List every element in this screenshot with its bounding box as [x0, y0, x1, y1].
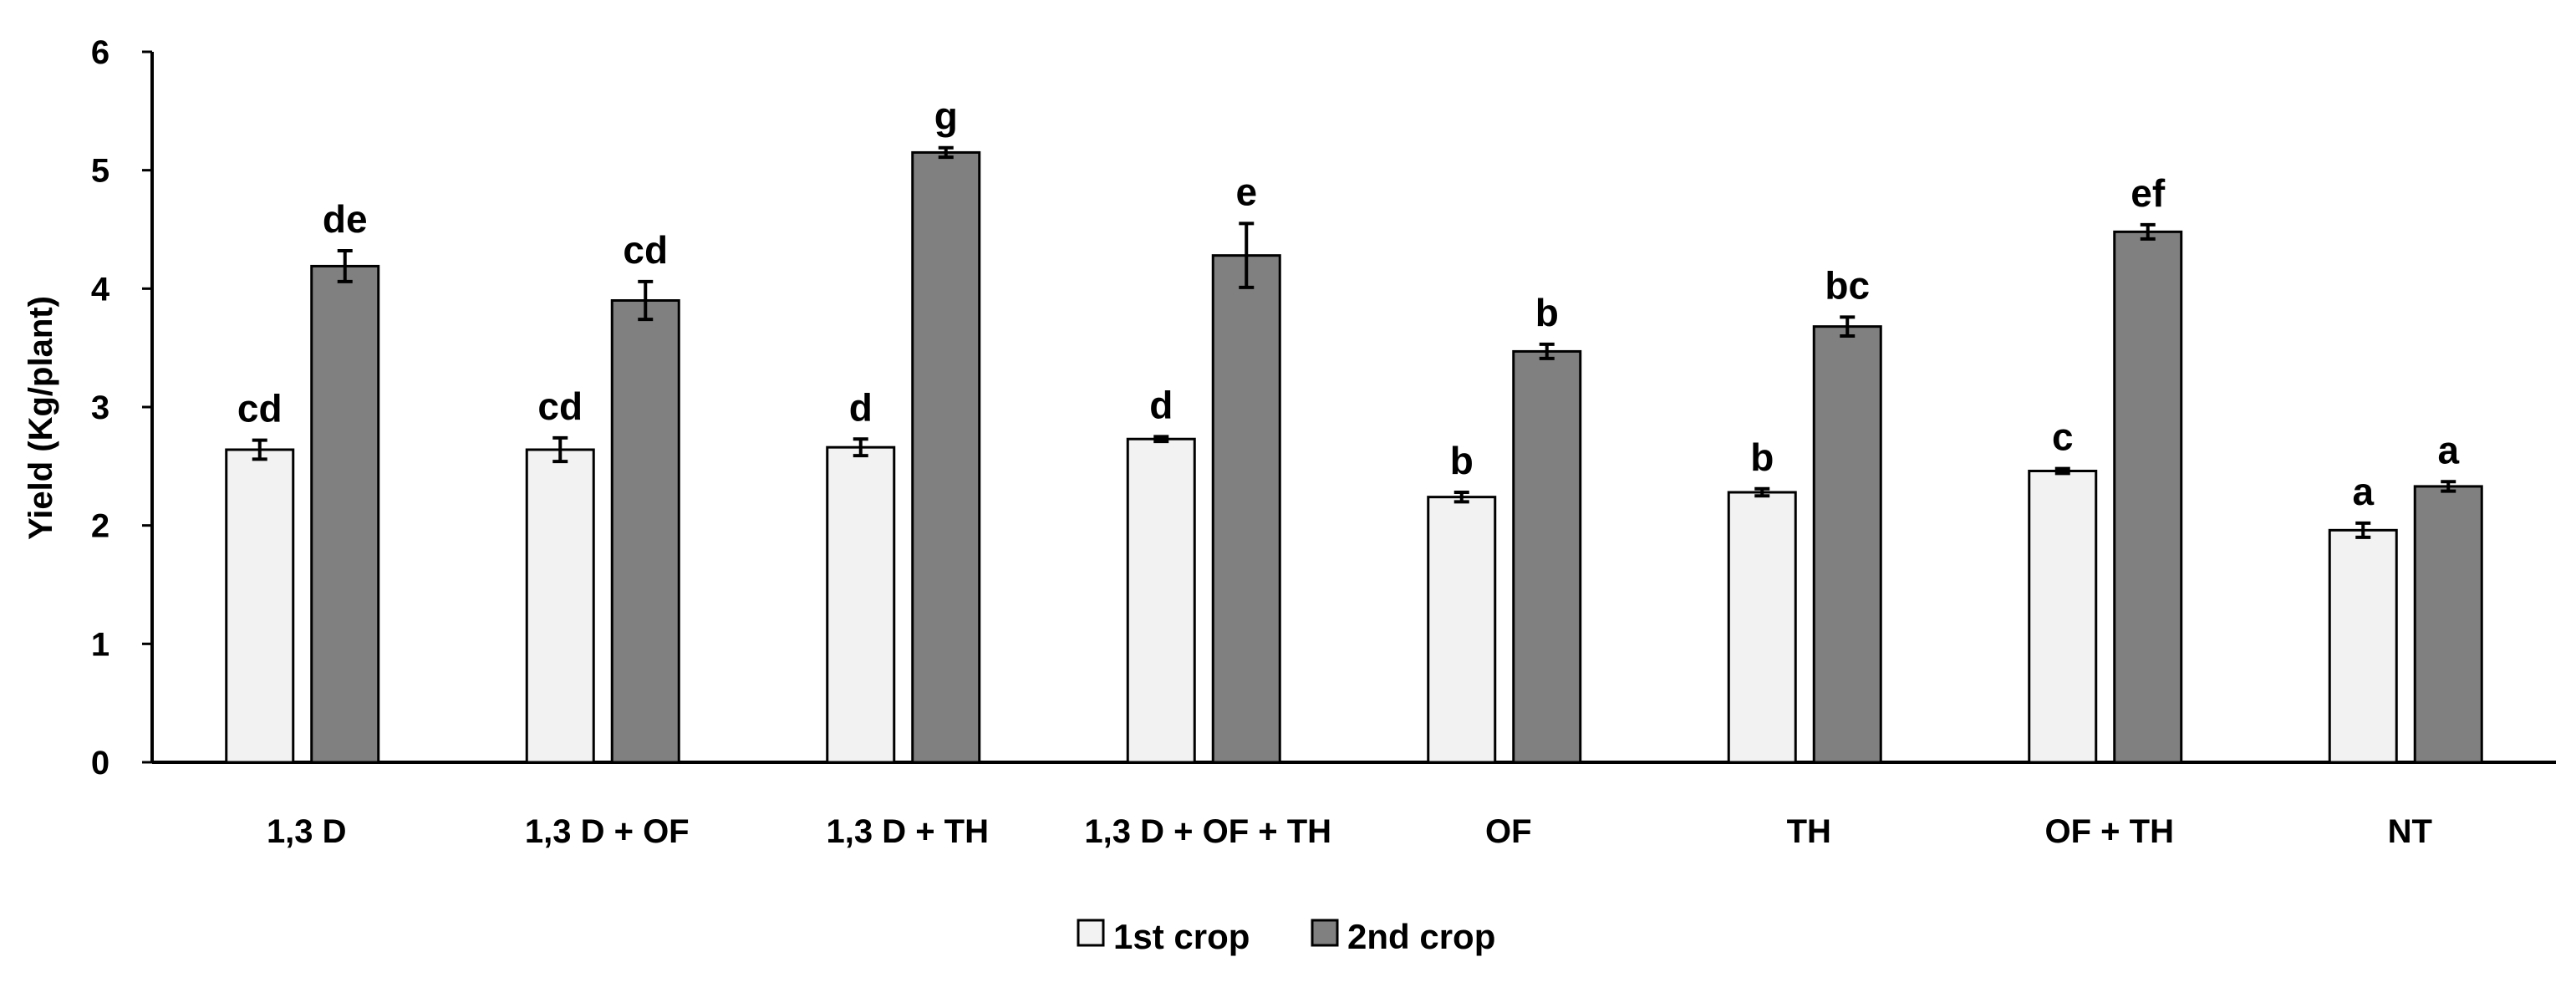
significance-label: e [1235, 170, 1257, 213]
bar-second-crop [2113, 230, 2183, 764]
legend-label: 1st crop [1113, 917, 1250, 956]
bar-second-crop [911, 150, 981, 764]
bar-first-crop [1727, 491, 1797, 764]
significance-label: d [1149, 383, 1173, 426]
significance-label: cd [623, 228, 668, 272]
bar-first-crop [1126, 437, 1196, 764]
significance-label: g [934, 94, 958, 138]
y-axis-label: Yield (Kg/plant) [23, 296, 59, 540]
significance-label: de [323, 197, 368, 241]
x-tick-label: OF + TH [2045, 813, 2174, 850]
legend: 1st crop 2nd crop [1077, 917, 1495, 956]
significance-label: c [2052, 415, 2074, 459]
bar-first-crop [826, 445, 896, 764]
significance-label: b [1535, 291, 1559, 334]
significance-label: a [2437, 428, 2459, 471]
y-tick-label: 3 [91, 389, 109, 426]
significance-label: b [1750, 435, 1774, 479]
x-tick-label: 1,3 D + TH [826, 813, 989, 850]
bar-first-crop [2028, 470, 2098, 764]
bar-first-crop [1427, 496, 1497, 764]
y-tick-label: 1 [91, 626, 109, 663]
y-tick-label: 4 [91, 271, 110, 308]
x-tick-label: NT [2388, 813, 2432, 850]
bar-second-crop [1812, 325, 1882, 764]
y-tick-label: 5 [91, 153, 109, 190]
legend-swatch [1311, 919, 1339, 947]
significance-label: a [2352, 470, 2374, 513]
x-tick-label: OF [1485, 813, 1532, 850]
bar-second-crop [1211, 254, 1281, 764]
significance-label: ef [2131, 171, 2166, 215]
bar-second-crop [2413, 485, 2483, 764]
bar-second-crop [610, 299, 680, 764]
bar-first-crop [225, 448, 295, 764]
x-tick-label: 1,3 D + OF + TH [1084, 813, 1331, 850]
legend-label: 2nd crop [1347, 917, 1495, 956]
significance-label: b [1450, 439, 1474, 482]
bar-second-crop [310, 264, 380, 764]
bar-first-crop [2328, 528, 2398, 764]
x-tick-label: TH [1787, 813, 1831, 850]
legend-swatch [1077, 919, 1105, 947]
bar-first-crop [525, 448, 595, 764]
significance-label: cd [537, 384, 583, 428]
significance-label: d [849, 385, 873, 429]
x-tick-label: 1,3 D + OF [525, 813, 690, 850]
significance-label: bc [1825, 263, 1870, 307]
bar-second-crop [1512, 349, 1582, 764]
y-tick-label: 6 [91, 34, 109, 71]
y-tick-label: 2 [91, 508, 109, 545]
x-tick-label: 1,3 D [267, 813, 347, 850]
significance-label: cd [237, 387, 283, 430]
y-tick-label: 0 [91, 745, 109, 781]
